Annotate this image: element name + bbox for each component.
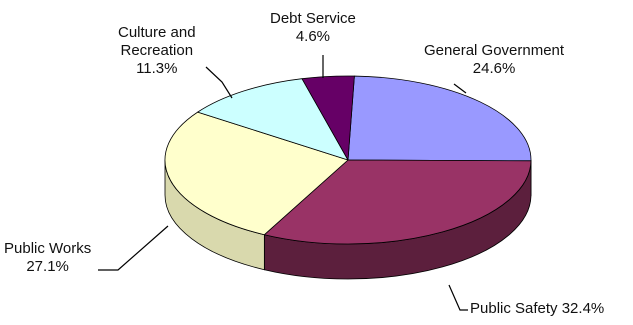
pie-slice-public-safety [263, 159, 532, 245]
slice-name-line-2: Recreation [120, 42, 194, 59]
pie-slice-debt-service [301, 75, 355, 161]
slice-name-line-1: Culture and [118, 24, 196, 41]
slice-name: Public Safety [470, 300, 558, 317]
pie-slice-general-government [347, 75, 532, 162]
slice-label-public-works: Public Works 27.1% [4, 240, 91, 276]
leader-line-culture-and-recreation [205, 66, 233, 99]
leader-lines [98, 55, 468, 311]
slice-label-culture-and-recreation: Culture and Recreation 11.3% [118, 24, 196, 78]
slice-label-public-safety: Public Safety 32.4% [470, 300, 604, 318]
slice-value: 32.4% [561, 300, 605, 317]
slice-label-general-government: General Government 24.6% [424, 42, 564, 78]
pie-tops [164, 75, 532, 245]
leader-line-public-works [98, 225, 169, 271]
leader-line-public-safety [448, 284, 468, 311]
slice-name: General Government [424, 42, 565, 59]
slice-name: Debt Service [270, 10, 356, 27]
slice-label-debt-service: Debt Service 4.6% [270, 10, 356, 46]
pie-slice-public-works [164, 111, 349, 236]
leader-line-general-government [453, 83, 467, 94]
slice-value: 27.1% [26, 258, 69, 275]
slice-value: 24.6% [472, 60, 516, 77]
slice-value: 4.6% [295, 28, 331, 45]
slice-name: Public Works [4, 240, 92, 257]
slice-value: 11.3% [136, 60, 178, 77]
pie-slice-culture-and-recreation [197, 78, 349, 161]
